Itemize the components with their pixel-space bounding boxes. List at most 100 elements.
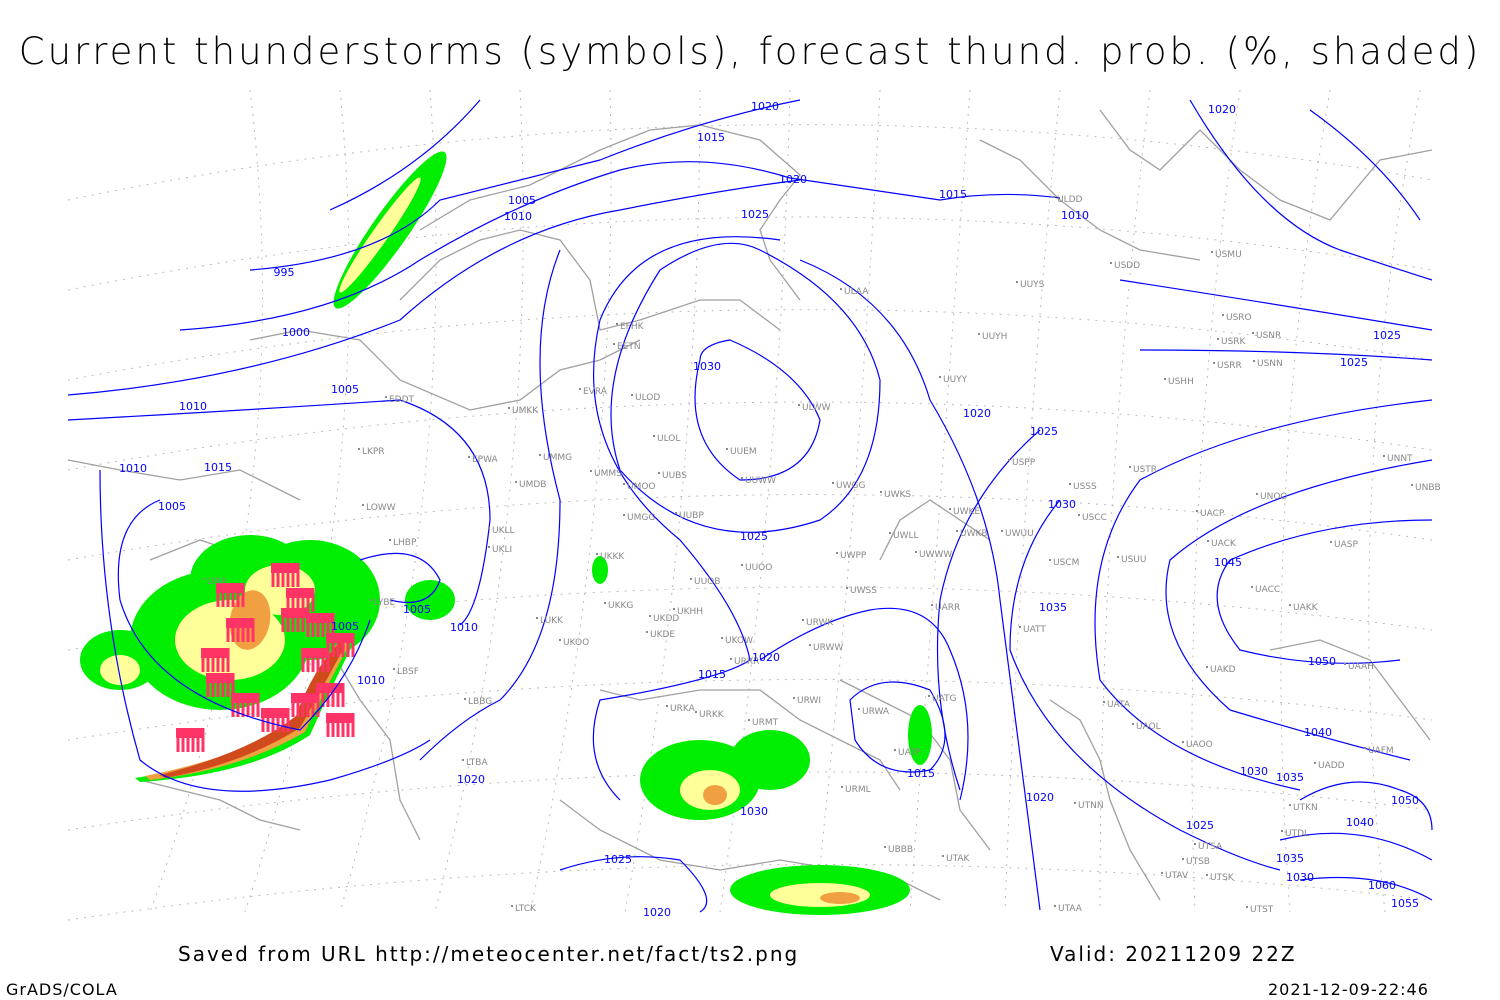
station-marker [1344,663,1346,665]
thunderstorm-symbol [231,693,260,717]
station-marker [858,708,860,710]
station-label: UNBB [1415,483,1441,493]
station-marker [623,514,625,516]
isobar-label: 1015 [939,188,967,201]
station-label: UWKS [884,490,911,500]
station-marker [385,396,387,398]
station-marker [1256,493,1258,495]
station-label: UNNT [1387,454,1413,464]
isobar-line [849,681,946,773]
meridian [814,89,881,913]
storm-symbol-head [201,648,229,658]
station-marker [741,477,743,479]
isobar-label: 1030 [740,805,768,818]
station-label: UTAA [1058,904,1083,914]
isobars [67,99,1433,913]
station-marker [1049,559,1051,561]
station-marker [1164,378,1166,380]
station-label: UKDE [650,630,675,640]
station-label: LHBP [393,538,417,548]
station-marker [1019,626,1021,628]
isobar-label: 1050 [1391,794,1419,807]
station-marker [1132,723,1134,725]
isobar-label: 1025 [1373,329,1401,342]
station-label: URMT [752,718,779,728]
station-marker [978,333,980,335]
isobar-label: 1025 [604,853,632,866]
coastline-segment [249,329,641,411]
thunderstorm-symbol [271,563,300,587]
station-label: LYBE [374,598,395,608]
station-marker [695,711,697,713]
station-label: UTST [1250,905,1274,915]
isobar-label: 1040 [1346,816,1374,829]
storm-symbol-head [301,648,329,658]
thunderstorm-symbol [326,713,355,737]
source-url-text: Saved from URL http://meteocenter.net/fa… [178,942,800,966]
station-marker [931,604,933,606]
station-label: UKLL [492,526,515,536]
storm-symbol-head [326,713,354,723]
station-label: URML [845,785,871,795]
station-marker [1103,701,1105,703]
station-marker [1364,747,1366,749]
station-marker [793,697,795,699]
station-marker [462,759,464,761]
station-label: LTBA [466,758,488,768]
valid-time-text: Valid: 20211209 22Z [1050,942,1297,966]
station-marker [949,508,951,510]
station-marker [1411,484,1413,486]
station-marker [956,530,958,532]
station-label: USDD [1114,261,1140,271]
probability-area-prob_low [908,705,932,765]
station-label: LUKK [540,616,564,626]
station-label: UBBB [888,845,913,855]
station-label: USRO [1226,313,1252,323]
isobar-label: 1030 [693,360,721,373]
storm-symbol-head [291,693,319,703]
station-label: USNR [1256,331,1281,341]
isobar-line [559,856,708,913]
map-title: Current thunderstorms (symbols), forecas… [18,30,1482,73]
station-label: URKA [670,704,696,714]
station-label: UTAK [946,854,971,864]
station-label: USRR [1217,361,1242,371]
station-marker [646,631,648,633]
thunderstorm-symbol [316,683,345,707]
storm-symbol-head [226,618,254,628]
isobar-line [67,179,801,396]
storm-symbol-head [281,608,309,618]
isobar-line [329,99,481,211]
station-label: UTSK [1210,873,1235,883]
station-label: ULOL [657,434,680,444]
probability-area-prob_mid [100,655,140,685]
station-marker [1289,604,1291,606]
station-label: UTSA [1198,842,1223,852]
station-labels: EFHK EETN EVRA ULOD ULOL UUEM UUWW UWGG UMKK UMMG… [203,195,1441,915]
station-label: USCC [1082,513,1107,523]
thunderstorm-symbol [176,728,205,752]
coastline-segment [419,124,801,301]
lat-lon-grid [67,89,1433,921]
meridian [1099,89,1151,913]
station-marker [840,288,842,290]
probability-area-prob_mid [339,177,421,293]
station-marker [464,698,466,700]
station-label: UAKD [1210,665,1236,675]
isobar-label: 1020 [963,407,991,420]
software-credit: GrADS/COLA [6,980,118,999]
thunderstorm-symbol [306,613,335,637]
station-marker [1207,540,1209,542]
station-label: UADD [1318,761,1345,771]
station-marker [590,470,592,472]
station-label: EVRA [583,387,608,397]
station-label: URWI [797,696,821,706]
meridian [1004,89,1061,913]
station-label: UTKN [1293,803,1318,813]
isobar-line [99,469,431,792]
isobar-label: 1020 [1026,791,1054,804]
station-label: UACK [1211,539,1237,549]
storm-symbol-head [206,673,234,683]
isobar-label: 1030 [1240,765,1268,778]
station-label: UATG [932,694,957,704]
